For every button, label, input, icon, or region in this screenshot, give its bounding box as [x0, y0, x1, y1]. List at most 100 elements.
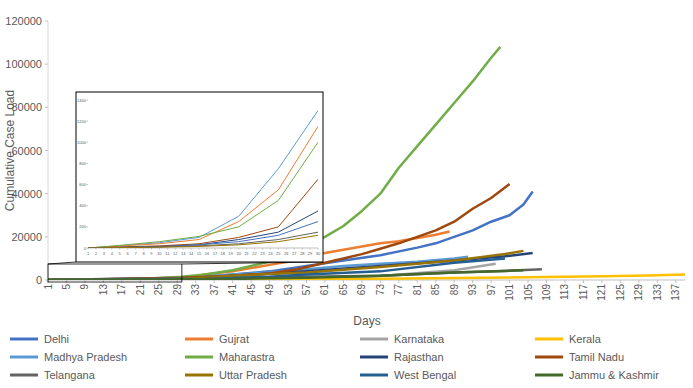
x-tick: [251, 280, 252, 283]
x-tick: [675, 280, 676, 283]
chart: 0200004000060000800001000001200001591317…: [0, 0, 693, 388]
inset-x-tick: [167, 248, 168, 250]
inset-x-tick-label: 21: [244, 251, 249, 256]
x-tick-label: 133: [652, 284, 663, 301]
inset-y-tick-label: 800: [79, 161, 86, 166]
plot-lines: [48, 47, 685, 280]
x-tick: [158, 280, 159, 283]
inset-x-tick-label: 3: [103, 251, 106, 256]
legend-label: Uttar Pradesh: [219, 369, 287, 381]
inset-x-tick-label: 23: [260, 251, 265, 256]
inset-x-tick-label: 29: [308, 251, 313, 256]
inset-x-tick: [214, 248, 215, 250]
inset-x-tick: [254, 248, 255, 250]
inset-x-tick: [270, 248, 271, 250]
legend-label: Karnataka: [394, 333, 445, 345]
inset-x-tick-label: 10: [157, 251, 162, 256]
x-tick: [140, 280, 141, 283]
inset-y-tick-label: 0: [84, 246, 87, 251]
inset-y-tick: [87, 100, 89, 101]
inset-x-tick-label: 18: [221, 251, 226, 256]
x-tick-label: 121: [596, 284, 607, 301]
inset-x-tick: [175, 248, 176, 250]
y-axis-label: Cumulative Case Load: [3, 90, 17, 211]
x-tick-label: 117: [578, 284, 589, 300]
x-tick: [103, 280, 104, 283]
x-tick: [528, 280, 529, 283]
y-axis: [48, 21, 49, 280]
x-tick-label: 57: [301, 284, 312, 296]
inset-x-tick: [302, 248, 303, 250]
inset-x-tick: [286, 248, 287, 250]
legend-swatch: [360, 374, 388, 377]
inset-y-tick-label: 600: [79, 182, 86, 187]
inset-y-tick: [87, 121, 89, 122]
x-tick-label: 53: [283, 284, 294, 296]
inset-y-tick-label: 400: [79, 203, 86, 208]
legend-label: Madhya Pradesh: [44, 351, 127, 363]
legend-label: Telangana: [44, 369, 96, 381]
legend-swatch: [185, 374, 213, 377]
inset-x-tick-label: 9: [150, 251, 153, 256]
inset-x-tick-label: 19: [229, 251, 234, 256]
inset-x-tick-label: 4: [111, 251, 114, 256]
x-tick-label: 41: [227, 284, 238, 296]
x-tick-label: 65: [338, 284, 349, 296]
x-tick: [417, 280, 418, 283]
x-tick: [491, 280, 492, 283]
inset-x-tick-label: 13: [181, 251, 186, 256]
x-tick-label: 81: [412, 284, 423, 296]
inset-y-tick-label: 200: [79, 224, 86, 229]
series-line: [48, 47, 500, 280]
inset-x-tick: [238, 248, 239, 250]
x-tick: [232, 280, 233, 283]
inset-x-tick-label: 7: [134, 251, 137, 256]
x-tick-label: 17: [116, 284, 127, 296]
series-line: [88, 222, 318, 248]
y-tick-label: 20000: [11, 231, 42, 243]
x-tick-label: 93: [467, 284, 478, 296]
legend-swatch: [10, 338, 38, 341]
inset-x-tick: [143, 248, 144, 250]
inset-y-tick: [87, 142, 89, 143]
inset-x-tick-label: 26: [284, 251, 289, 256]
inset-x-tick: [159, 248, 160, 250]
inset-x-tick: [127, 248, 128, 250]
x-tick: [546, 280, 547, 283]
series-line: [88, 179, 318, 248]
legend-label: Rajasthan: [394, 351, 444, 363]
x-tick-label: 113: [559, 284, 570, 300]
inset-x-tick: [103, 248, 104, 250]
legend-swatch: [185, 356, 213, 359]
inset-y-tick: [87, 163, 89, 164]
inset-x-tick-label: 25: [276, 251, 281, 256]
legend-label: Delhi: [44, 333, 69, 345]
x-tick: [324, 280, 325, 283]
series-line: [88, 232, 318, 248]
zoom-box: [48, 264, 182, 282]
legend-label: Jammu & Kashmir: [569, 369, 659, 381]
series-line: [48, 251, 523, 280]
x-axis-label: Days: [353, 314, 380, 328]
inset-x-tick: [111, 248, 112, 250]
legend-label: Tamil Nadu: [569, 351, 624, 363]
x-tick: [509, 280, 510, 283]
x-tick: [66, 280, 67, 283]
y-tick-label: 0: [36, 274, 42, 286]
inset-x-tick: [310, 248, 311, 250]
x-tick: [620, 280, 621, 283]
inset-x-tick: [278, 248, 279, 250]
inset-y-tick-label: 1400: [77, 98, 87, 103]
inset-x-tick-label: 5: [119, 251, 122, 256]
x-tick: [343, 280, 344, 283]
inset-x-tick: [191, 248, 192, 250]
x-tick: [269, 280, 270, 283]
inset-x-tick: [199, 248, 200, 250]
inset-x-tick: [262, 248, 263, 250]
x-tick-label: 49: [264, 284, 275, 296]
x-tick-label: 101: [504, 284, 515, 301]
series-line: [48, 270, 523, 280]
inset-x-tick-label: 27: [292, 251, 297, 256]
legend-swatch: [360, 356, 388, 359]
x-tick-label: 61: [319, 284, 330, 296]
